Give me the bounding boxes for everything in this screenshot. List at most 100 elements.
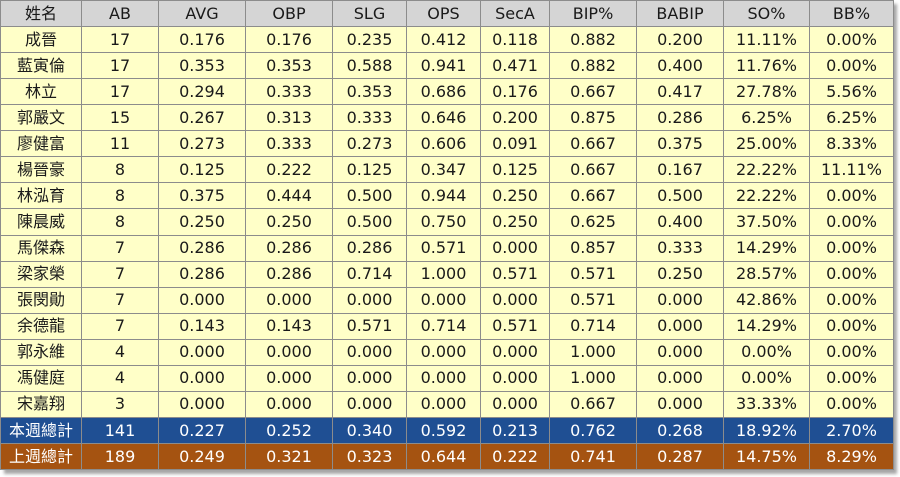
total-stat-cell: 0.252: [245, 417, 333, 444]
stat-cell: 0.714: [332, 260, 407, 288]
stat-cell: 0.000: [406, 364, 481, 392]
stat-cell: 0.200: [480, 104, 550, 132]
player-name-cell: 藍寅倫: [0, 52, 82, 80]
total-stat-cell: 0.741: [549, 443, 637, 470]
stat-cell: 0.000: [332, 338, 407, 366]
table-row: 楊晉豪 8 0.125 0.222 0.125 0.347 0.125 0.667 0.167 2…: [0, 156, 894, 184]
stat-cell: 0.286: [245, 234, 333, 262]
stat-cell: 7: [81, 260, 159, 288]
total-stat-cell: 18.92%: [723, 417, 810, 444]
stat-cell: 0.167: [636, 156, 724, 184]
total-label-cell: 上週總計: [0, 443, 82, 470]
column-header: BB%: [809, 0, 894, 27]
stat-cell: 0.606: [406, 130, 481, 158]
stat-cell: 0.400: [636, 208, 724, 236]
stat-cell: 0.286: [245, 260, 333, 288]
stat-cell: 0.000: [158, 390, 246, 419]
table-header: 姓名 AB AVG OBP SLG OPS SecA BIP% BABIP SO% BB%: [0, 0, 894, 27]
stat-cell: 0.625: [549, 208, 637, 236]
stat-cell: 0.000: [158, 286, 246, 314]
stat-cell: 0.417: [636, 78, 724, 106]
stat-cell: 0.882: [549, 52, 637, 80]
stat-cell: 11.11%: [809, 156, 894, 184]
stat-cell: 0.000: [158, 338, 246, 366]
stat-cell: 0.267: [158, 104, 246, 132]
stat-cell: 14.29%: [723, 234, 810, 262]
table-row: 郭永維 4 0.000 0.000 0.000 0.000 0.000 1.000 0.000 0…: [0, 338, 894, 366]
stat-cell: 0.333: [636, 234, 724, 262]
stat-cell: 0.00%: [723, 364, 810, 392]
table-row: 張閔勛 7 0.000 0.000 0.000 0.000 0.000 0.571 0.000 4…: [0, 286, 894, 314]
stat-cell: 0.118: [480, 25, 550, 54]
stat-cell: 0.944: [406, 182, 481, 210]
stat-cell: 0.941: [406, 52, 481, 80]
column-header: BIP%: [549, 0, 637, 27]
stat-cell: 0.471: [480, 52, 550, 80]
stat-cell: 0.143: [158, 312, 246, 340]
stat-cell: 22.22%: [723, 182, 810, 210]
stat-cell: 0.000: [480, 364, 550, 392]
stat-cell: 0.750: [406, 208, 481, 236]
stat-cell: 33.33%: [723, 390, 810, 419]
stat-cell: 0.000: [636, 286, 724, 314]
stat-cell: 0.000: [480, 286, 550, 314]
stat-cell: 0.00%: [809, 234, 894, 262]
column-header: SecA: [480, 0, 550, 27]
player-name-cell: 張閔勛: [0, 286, 82, 314]
column-header: 姓名: [0, 0, 82, 27]
stat-cell: 0.667: [549, 182, 637, 210]
stat-cell: 0.000: [245, 390, 333, 419]
total-stat-cell: 0.227: [158, 417, 246, 444]
stat-cell: 0.00%: [809, 286, 894, 314]
total-stat-cell: 2.70%: [809, 417, 894, 444]
total-stat-cell: 0.213: [480, 417, 550, 444]
stat-cell: 6.25%: [809, 104, 894, 132]
stat-cell: 0.000: [636, 364, 724, 392]
stat-cell: 0.444: [245, 182, 333, 210]
stat-cell: 0.588: [332, 52, 407, 80]
stat-cell: 8.33%: [809, 130, 894, 158]
stat-cell: 0.000: [636, 390, 724, 419]
stat-cell: 0.571: [480, 260, 550, 288]
table-row: 馮健庭 4 0.000 0.000 0.000 0.000 0.000 1.000 0.000 0…: [0, 364, 894, 392]
stat-cell: 0.286: [158, 260, 246, 288]
stat-cell: 37.50%: [723, 208, 810, 236]
stat-cell: 0.00%: [723, 338, 810, 366]
stat-cell: 0.333: [245, 78, 333, 106]
stat-cell: 4: [81, 338, 159, 366]
stat-cell: 0.000: [406, 390, 481, 419]
stat-cell: 8: [81, 156, 159, 184]
stat-cell: 0.00%: [809, 364, 894, 392]
stat-cell: 0.00%: [809, 208, 894, 236]
stat-cell: 0.400: [636, 52, 724, 80]
stat-cell: 0.294: [158, 78, 246, 106]
stat-cell: 8: [81, 182, 159, 210]
stat-cell: 6.25%: [723, 104, 810, 132]
table-row: 成晉 17 0.176 0.176 0.235 0.412 0.118 0.882 0.200 1…: [0, 25, 894, 54]
total-stat-cell: 0.340: [332, 417, 407, 444]
stat-cell: 0.00%: [809, 182, 894, 210]
stat-cell: 0.646: [406, 104, 481, 132]
stat-cell: 0.00%: [809, 312, 894, 340]
stat-cell: 0.000: [332, 390, 407, 419]
stat-cell: 3: [81, 390, 159, 419]
stat-cell: 0.000: [636, 338, 724, 366]
table-row: 梁家榮 7 0.286 0.286 0.714 1.000 0.571 0.571 0.250 2…: [0, 260, 894, 288]
stat-cell: 0.313: [245, 104, 333, 132]
stat-cell: 0.000: [332, 286, 407, 314]
stat-cell: 0.000: [332, 364, 407, 392]
header-row: 姓名 AB AVG OBP SLG OPS SecA BIP% BABIP SO% BB%: [0, 0, 894, 27]
stat-cell: 1.000: [549, 364, 637, 392]
stat-cell: 28.57%: [723, 260, 810, 288]
stat-cell: 0.667: [549, 390, 637, 419]
stat-cell: 11.76%: [723, 52, 810, 80]
stat-cell: 1.000: [406, 260, 481, 288]
stat-cell: 22.22%: [723, 156, 810, 184]
stat-cell: 0.222: [245, 156, 333, 184]
stat-cell: 0.00%: [809, 338, 894, 366]
total-stat-cell: 0.287: [636, 443, 724, 470]
table-row: 郭嚴文 15 0.267 0.313 0.333 0.646 0.200 0.875 0.286…: [0, 104, 894, 132]
stat-cell: 0.143: [245, 312, 333, 340]
stat-cell: 0.00%: [809, 390, 894, 419]
stat-cell: 0.571: [549, 286, 637, 314]
